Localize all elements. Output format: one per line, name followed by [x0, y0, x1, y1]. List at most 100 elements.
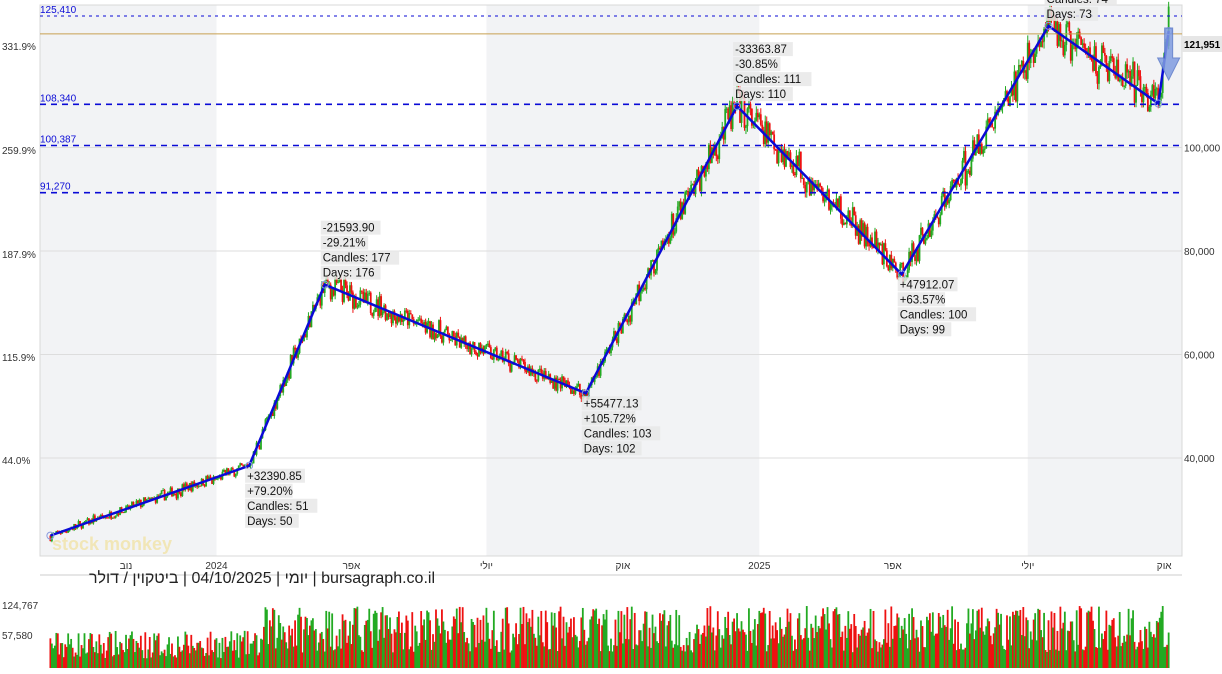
volume-bar: [1009, 616, 1011, 668]
candle: [973, 140, 976, 156]
x-tick-label: אוק: [1157, 561, 1172, 572]
candle: [835, 198, 838, 206]
volume-bar: [335, 635, 338, 668]
volume-bar: [733, 618, 735, 668]
candle: [577, 383, 580, 387]
volume-bar: [540, 610, 543, 668]
volume-bar: [611, 651, 614, 668]
volume-bar: [85, 653, 87, 668]
volume-bar: [1148, 621, 1151, 668]
volume-bar: [721, 635, 724, 668]
volume-bar: [527, 622, 529, 668]
volume-bar: [796, 618, 799, 668]
candle: [942, 190, 945, 197]
volume-tick-label: 124,767: [2, 601, 39, 612]
volume-bar: [780, 628, 783, 668]
candle: [185, 483, 188, 487]
volume-bar: [618, 632, 621, 668]
annotation-text: Days: 73: [1047, 9, 1092, 21]
candle: [93, 515, 96, 522]
volume-bar: [355, 608, 357, 668]
volume-bar: [1117, 635, 1120, 668]
volume-bar: [1052, 627, 1054, 668]
annotation-text: +63.57%: [900, 294, 946, 306]
volume-bar: [638, 630, 641, 668]
volume-bar: [190, 634, 193, 668]
candle: [525, 370, 528, 372]
candle: [203, 484, 206, 487]
volume-bar: [184, 631, 187, 668]
candle: [49, 535, 52, 542]
volume-bar: [101, 653, 104, 668]
volume-bar: [831, 647, 833, 668]
annotation-bg: [1044, 0, 1117, 6]
volume-bar: [715, 635, 718, 668]
volume-bar: [381, 607, 384, 668]
candle: [1121, 78, 1124, 86]
candle: [107, 517, 110, 519]
volume-bar: [390, 633, 393, 668]
volume-bar: [1006, 615, 1008, 668]
candle: [796, 155, 799, 167]
volume-bar: [525, 613, 528, 668]
candle: [817, 183, 820, 190]
volume-bar: [991, 644, 994, 668]
annotation-text: Days: 176: [323, 268, 375, 280]
volume-bar: [426, 610, 428, 668]
volume-bar: [55, 632, 58, 668]
candle: [1111, 56, 1114, 59]
volume-bar: [263, 626, 265, 668]
candle: [372, 312, 375, 316]
volume-bar: [880, 647, 882, 668]
candle: [320, 285, 323, 306]
candle: [963, 151, 965, 161]
volume-bar: [71, 647, 74, 668]
volume-bar: [995, 608, 998, 668]
volume-bar: [590, 616, 593, 668]
volume-bar: [804, 628, 807, 668]
volume-bar: [1109, 625, 1112, 668]
volume-bar: [756, 624, 759, 668]
volume-bar: [442, 621, 445, 668]
volume-bar: [608, 651, 611, 668]
volume-bar: [506, 607, 509, 668]
volume-bar: [620, 611, 623, 668]
volume-bar: [654, 626, 657, 668]
volume-bar: [491, 630, 494, 668]
volume-bar: [759, 613, 762, 668]
candle: [629, 315, 632, 322]
volume-bar: [894, 625, 897, 668]
candle: [862, 223, 865, 237]
candle: [355, 296, 357, 308]
volume-bar: [150, 657, 153, 668]
volume-bar: [746, 650, 749, 668]
candle: [988, 118, 991, 123]
volume-bar: [1010, 645, 1013, 668]
volume-bar: [484, 641, 486, 668]
volume-bar: [694, 633, 697, 668]
volume-bar: [549, 649, 552, 668]
candle: [994, 111, 997, 129]
volume-bar: [162, 653, 164, 668]
volume-bar: [943, 625, 946, 668]
candle: [573, 390, 575, 394]
volume-bar: [748, 608, 750, 668]
volume-bar: [834, 609, 836, 668]
candle: [801, 178, 804, 180]
candle: [368, 292, 371, 295]
volume-bar: [214, 639, 216, 668]
candle: [519, 358, 522, 368]
candle: [1089, 47, 1091, 58]
volume-bar: [261, 639, 264, 668]
candle: [562, 376, 565, 381]
candle: [552, 380, 555, 389]
volume-bar: [473, 624, 476, 668]
volume-bar: [728, 635, 731, 668]
volume-bar: [291, 628, 294, 668]
volume-bar: [713, 650, 716, 668]
volume-bar: [119, 641, 121, 668]
candle: [325, 277, 328, 283]
annotation-bg: [897, 322, 952, 337]
candle: [1149, 94, 1152, 107]
volume-bar: [926, 616, 928, 668]
